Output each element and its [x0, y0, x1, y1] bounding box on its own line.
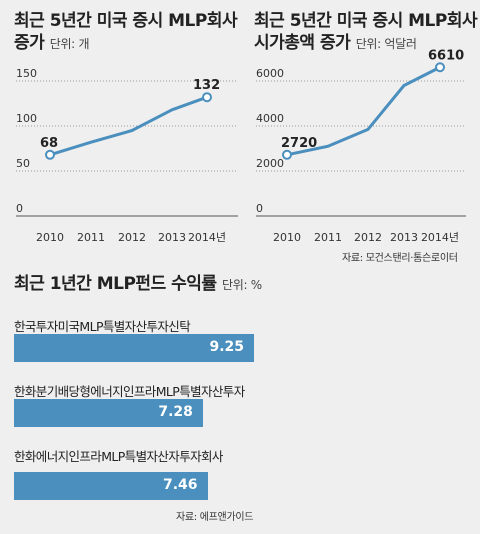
data-label: 132	[193, 78, 220, 93]
y-tick-label: 150	[16, 67, 37, 80]
x-tick-label: 2013	[390, 231, 418, 244]
data-label: 68	[40, 136, 58, 151]
series-line	[49, 95, 208, 157]
data-point-marker	[282, 149, 292, 160]
bar: 7.46	[14, 472, 208, 500]
bar-category-label: 한국투자미국MLP특별자산투자신탁	[14, 319, 191, 334]
bar: 9.25	[14, 334, 254, 362]
data-point-marker	[435, 62, 445, 73]
bar-chart-source: 자료: 에프앤가이드	[176, 512, 254, 523]
data-point-marker	[45, 149, 55, 160]
series-line	[286, 65, 441, 157]
x-tick-label: 2012	[118, 231, 146, 244]
bar-value-label: 7.28	[158, 404, 193, 420]
bar-category-label: 한화분기배당형에너지인프라MLP특별자산투자	[14, 384, 245, 399]
bar-category-label: 한화에너지인프라MLP특별자산자투자회사	[14, 449, 223, 464]
chart2-source: 자료: 모건스탠리·톰슨로이터	[342, 253, 458, 264]
bar-value-label: 9.25	[209, 339, 244, 355]
y-tick-label: 6000	[256, 67, 284, 80]
data-point-marker	[202, 92, 212, 103]
x-tick-label: 2014년	[188, 231, 226, 244]
bar-value-label: 7.46	[163, 477, 198, 493]
y-tick-label: 50	[16, 157, 30, 170]
bar: 7.28	[14, 399, 203, 427]
bar-chart-unit: 단위: %	[221, 278, 262, 292]
x-tick-label: 2010	[273, 231, 301, 244]
x-tick-label: 2010	[36, 231, 64, 244]
bar-chart-title: 최근 1년간 MLP펀드 수익률 단위: %	[14, 274, 262, 294]
y-tick-label: 100	[16, 112, 37, 125]
chart2-title-line2: 시가총액 증가 단위: 억달러	[254, 33, 417, 53]
x-tick-label: 2011	[314, 231, 342, 244]
chart1-title-line1: 최근 5년간 미국 증시 MLP회사	[14, 11, 238, 31]
chart2-title-line1: 최근 5년간 미국 증시 MLP회사	[254, 11, 478, 31]
chart2-unit: 단위: 억달러	[355, 37, 417, 51]
y-tick-label: 2000	[256, 157, 284, 170]
x-tick-label: 2013	[158, 231, 186, 244]
data-label: 6610	[428, 48, 464, 63]
chart1-unit: 단위: 개	[49, 37, 90, 51]
data-label: 2720	[281, 136, 317, 151]
y-tick-label: 4000	[256, 112, 284, 125]
x-tick-label: 2014년	[421, 231, 459, 244]
x-tick-label: 2011	[77, 231, 105, 244]
chart1-title: 최근 5년간 미국 증시 MLP회사 증가 단위: 개	[14, 10, 238, 55]
chart2-title: 최근 5년간 미국 증시 MLP회사 시가총액 증가 단위: 억달러	[254, 10, 478, 55]
x-tick-label: 2012	[354, 231, 382, 244]
y-tick-label: 0	[256, 202, 263, 215]
chart1-title-line2: 증가 단위: 개	[14, 33, 90, 53]
y-tick-label: 0	[16, 202, 23, 215]
